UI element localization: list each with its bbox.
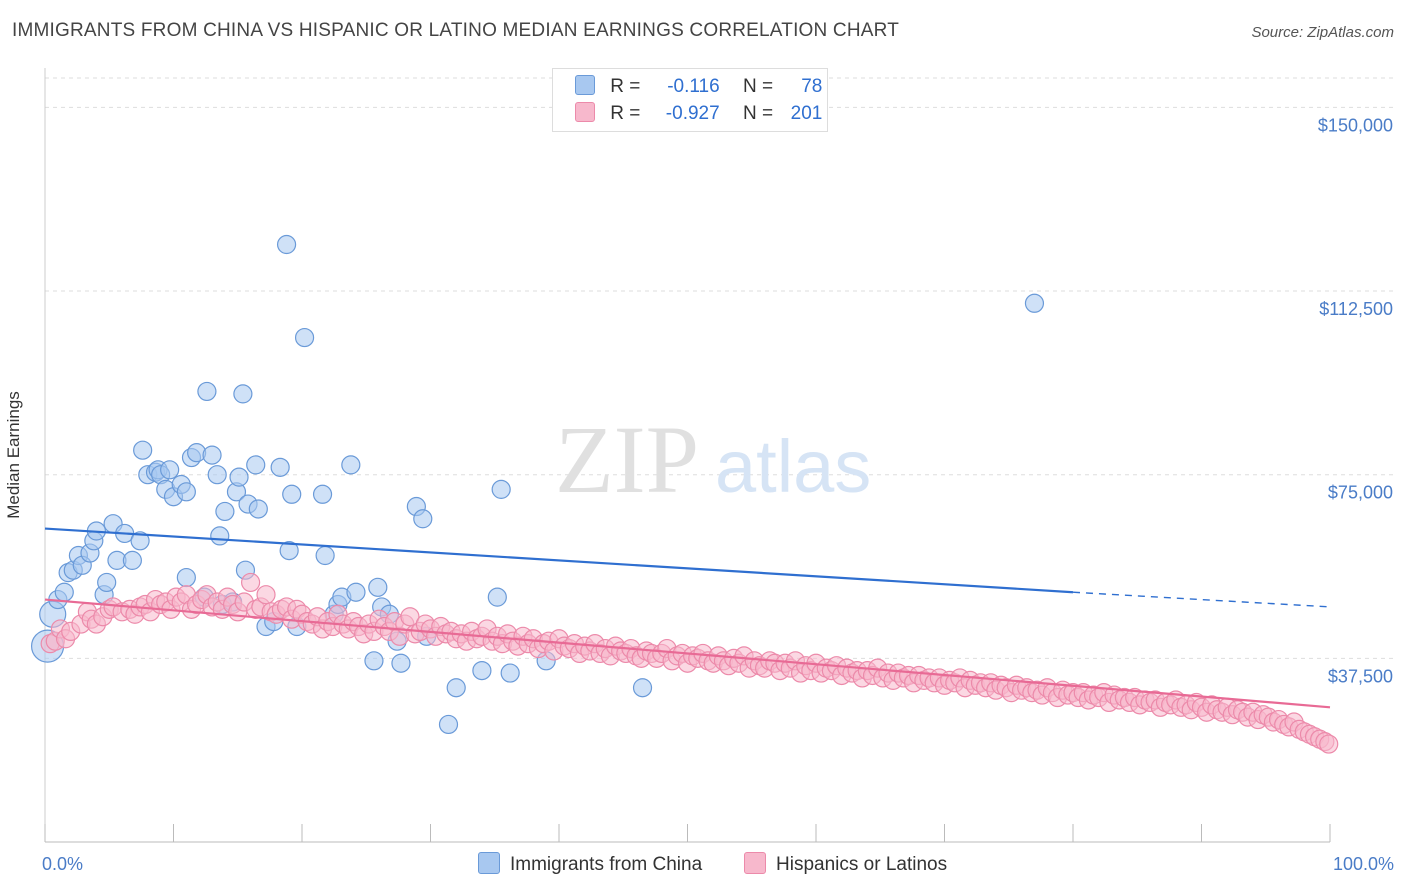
series-hispanic-points [40, 572, 1339, 754]
point-china [282, 484, 302, 504]
point-china [1024, 293, 1045, 313]
point-china [364, 651, 384, 671]
point-china [246, 455, 266, 475]
y-tick-label: $150,000 [1318, 115, 1393, 135]
point-china [279, 541, 299, 561]
point-china [294, 327, 315, 348]
point-china [368, 577, 388, 597]
legend-label-china: Immigrants from China [510, 854, 703, 875]
point-china [446, 678, 466, 698]
x-tick-label-end: 100.0% [1333, 854, 1394, 874]
point-china [207, 465, 227, 485]
point-china [130, 531, 150, 551]
point-china [233, 384, 253, 404]
legend-r-value: -0.927 [665, 103, 720, 124]
legend-n-value: 78 [801, 76, 823, 97]
point-china [160, 460, 180, 480]
legend-n-value: 201 [790, 103, 823, 124]
trend-line-china [44, 527, 1074, 594]
legend-swatch-hispanic [744, 852, 766, 874]
point-china [229, 467, 249, 487]
trend-line-hispanic [44, 598, 1331, 709]
point-hispanic [1319, 734, 1339, 754]
point-china [438, 714, 459, 735]
point-hispanic [400, 607, 420, 627]
stats-legend: R = -0.116 N = 78 R = -0.927 N = 201 [552, 68, 828, 132]
point-china [312, 484, 333, 504]
point-china [248, 499, 268, 519]
point-china [176, 567, 196, 588]
point-china [97, 572, 117, 593]
axes [44, 68, 1331, 843]
point-china [197, 381, 217, 402]
point-china [270, 457, 290, 477]
point-china [472, 660, 492, 681]
point-china [176, 482, 196, 502]
point-china [215, 501, 235, 522]
legend-r-label: R = [610, 76, 641, 97]
legend-r-label: R = [610, 103, 641, 124]
watermark-atlas: atlas [715, 425, 871, 508]
point-china [491, 479, 511, 499]
point-china [276, 234, 297, 255]
point-china [346, 582, 366, 602]
point-china [210, 526, 230, 546]
point-hispanic [256, 585, 276, 605]
legend-r-value: -0.116 [667, 76, 720, 97]
x-tick-label-start: 0.0% [42, 854, 83, 874]
legend-swatch-china [478, 852, 500, 874]
trend-lines [44, 527, 1331, 709]
legend-row-hispanic: R = -0.927 N = 201 [575, 102, 822, 126]
watermark-zip: ZIP [555, 406, 699, 513]
point-hispanic [241, 572, 261, 593]
y-tick-labels: $37,500 $75,000 $112,500 $150,000 [1318, 115, 1393, 686]
legend-item-hispanic: Hispanics or Latinos [744, 852, 947, 876]
trend-line-china-extension [1072, 591, 1331, 608]
point-china [341, 455, 361, 475]
point-china [487, 587, 507, 607]
y-tick-label: $37,500 [1328, 666, 1393, 686]
point-china [632, 678, 653, 698]
watermark: ZIP atlas [555, 406, 871, 513]
point-china [202, 445, 222, 465]
chart-title: IMMIGRANTS FROM CHINA VS HISPANIC OR LAT… [12, 20, 900, 41]
point-china [413, 509, 433, 529]
x-tick-labels: 0.0% 100.0% [42, 854, 1394, 874]
series-legend: Immigrants from China Hispanics or Latin… [0, 852, 1406, 878]
legend-row-china: R = -0.116 N = 78 [575, 75, 822, 99]
chart-source: Source: ZipAtlas.com [1251, 24, 1394, 41]
point-china [122, 550, 142, 570]
legend-swatch-china [575, 75, 595, 95]
legend-item-china: Immigrants from China [478, 852, 702, 876]
point-china [500, 663, 520, 683]
legend-n-label: N = [742, 76, 774, 97]
y-tick-label: $112,500 [1319, 299, 1393, 319]
point-china [315, 545, 335, 566]
legend-n-label: N = [742, 103, 774, 124]
point-china [391, 653, 411, 673]
legend-label-hispanic: Hispanics or Latinos [776, 854, 948, 875]
legend-swatch-hispanic [575, 102, 595, 122]
point-china [54, 582, 74, 602]
y-tick-label: $75,000 [1328, 483, 1393, 503]
point-china [133, 440, 153, 460]
